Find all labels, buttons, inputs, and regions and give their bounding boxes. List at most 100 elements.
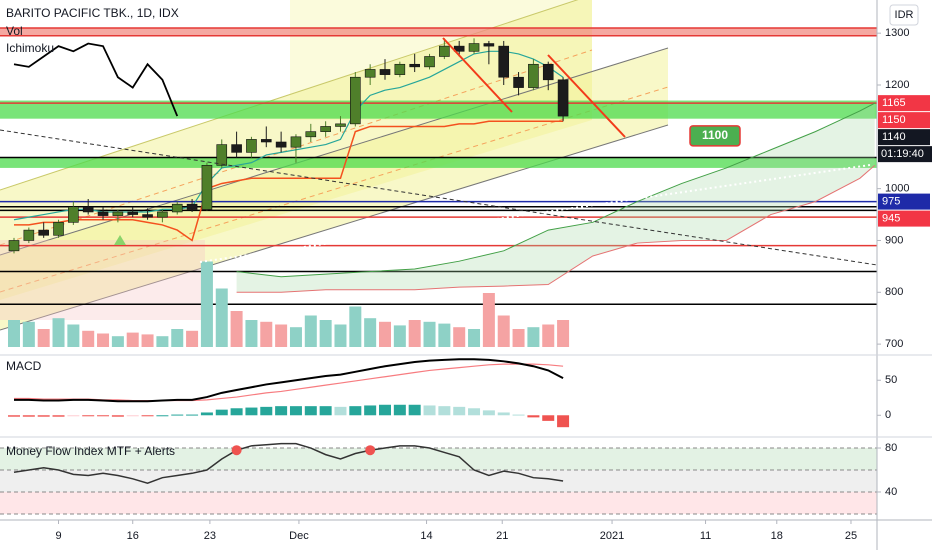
candle-body xyxy=(513,76,524,88)
macd-histogram xyxy=(438,406,451,416)
trend-line xyxy=(0,129,877,266)
volume-bar xyxy=(97,333,110,347)
candle-body xyxy=(246,139,257,153)
candle-body xyxy=(186,203,198,210)
candle-body xyxy=(335,123,346,127)
volume-bar xyxy=(349,306,362,347)
volume-bar xyxy=(230,311,243,347)
y-tick-label: 1300 xyxy=(885,27,909,39)
overlays: 1100 xyxy=(0,37,877,266)
kijun xyxy=(14,120,564,242)
volume-bar xyxy=(438,323,451,347)
volume-bar xyxy=(52,318,65,347)
macd-histogram xyxy=(393,404,406,416)
macd-histogram xyxy=(512,414,525,416)
volume-bar xyxy=(423,321,436,347)
macd-histogram xyxy=(156,415,169,417)
candle-body xyxy=(305,131,317,138)
indicator-label: Ichimoku xyxy=(6,41,54,55)
price-badge-label: 945 xyxy=(882,213,900,225)
y-tick-label: 80 xyxy=(885,442,897,454)
volume-bar xyxy=(215,288,228,347)
candle-body xyxy=(216,144,228,166)
volume-bar xyxy=(141,334,154,347)
signal-arrow xyxy=(114,235,126,245)
candle-body xyxy=(394,63,406,75)
volume-bar xyxy=(468,329,481,347)
volume-bar xyxy=(453,327,466,347)
volume-bar xyxy=(275,324,288,347)
price-axis-bg xyxy=(877,0,932,550)
y-tick-label: 700 xyxy=(885,338,903,350)
macd-histogram xyxy=(408,404,421,416)
macd-histogram xyxy=(111,415,124,417)
candle-body xyxy=(260,139,272,143)
zone-band xyxy=(0,100,877,119)
y-tick-label: 1200 xyxy=(885,79,909,91)
y-tick-label: 900 xyxy=(885,234,903,246)
macd-histogram xyxy=(557,415,570,428)
volume-bar xyxy=(334,324,347,347)
x-tick-label: 2021 xyxy=(600,530,624,542)
macd-histogram xyxy=(97,415,110,417)
mfi-zone xyxy=(0,470,877,492)
down-line xyxy=(442,37,513,113)
volume-bar xyxy=(557,320,570,347)
candle-body xyxy=(483,43,495,47)
macd-histogram xyxy=(67,415,80,417)
volume-bar xyxy=(364,318,377,347)
candle-body xyxy=(439,45,450,57)
y-tick-label: 50 xyxy=(885,374,897,386)
mfi-zone xyxy=(0,491,877,514)
x-tick-label: 16 xyxy=(127,530,139,542)
candle-body xyxy=(424,56,435,68)
channel-line xyxy=(0,47,669,256)
macd-histogram xyxy=(126,415,139,417)
volume-bar xyxy=(200,261,213,347)
zone-band xyxy=(0,27,877,36)
macd-histogram xyxy=(364,405,377,416)
volume-bar xyxy=(408,320,421,347)
span-b xyxy=(236,164,876,293)
chart-title: BARITO PACIFIC TBK., 1D, IDX xyxy=(6,6,179,20)
price-badge-label: 975 xyxy=(882,196,900,208)
price-badge-label: 1165 xyxy=(882,97,906,109)
candle-body xyxy=(23,229,35,241)
zone-band xyxy=(0,157,877,168)
volume-bar xyxy=(319,320,332,347)
macd-histogram xyxy=(22,415,35,417)
macd-histogram xyxy=(349,406,362,416)
x-tick-label: 23 xyxy=(204,530,216,542)
currency-box[interactable] xyxy=(889,4,919,26)
candle-body xyxy=(557,79,569,117)
macd-histogram xyxy=(289,406,302,416)
cloud-old xyxy=(0,240,205,320)
macd-signal xyxy=(14,363,564,402)
callout-box xyxy=(689,125,741,147)
indicator-label: Vol xyxy=(6,24,23,38)
x-tick-label: 18 xyxy=(771,530,783,542)
candle-body xyxy=(290,136,302,148)
macd-histogram xyxy=(230,408,243,416)
drawings xyxy=(0,0,877,331)
macd-histogram xyxy=(319,406,332,416)
candle-body xyxy=(468,43,480,52)
volume-bar xyxy=(156,336,169,347)
macd-histogram xyxy=(8,415,20,417)
price-badge xyxy=(878,95,930,112)
macd-histogram xyxy=(542,415,555,421)
pane-title: MACD xyxy=(6,359,42,373)
macd-histogram xyxy=(453,406,466,416)
macd-histogram xyxy=(186,414,199,416)
x-tick-label: 9 xyxy=(55,530,61,542)
macd-histogram xyxy=(334,406,347,416)
span-a xyxy=(236,102,875,278)
volume-bar xyxy=(171,329,184,347)
macd-histogram xyxy=(275,406,288,416)
volume-bar xyxy=(379,321,391,347)
macd-histogram xyxy=(37,415,50,417)
price-badge xyxy=(878,129,930,146)
volume-bar xyxy=(289,327,302,347)
